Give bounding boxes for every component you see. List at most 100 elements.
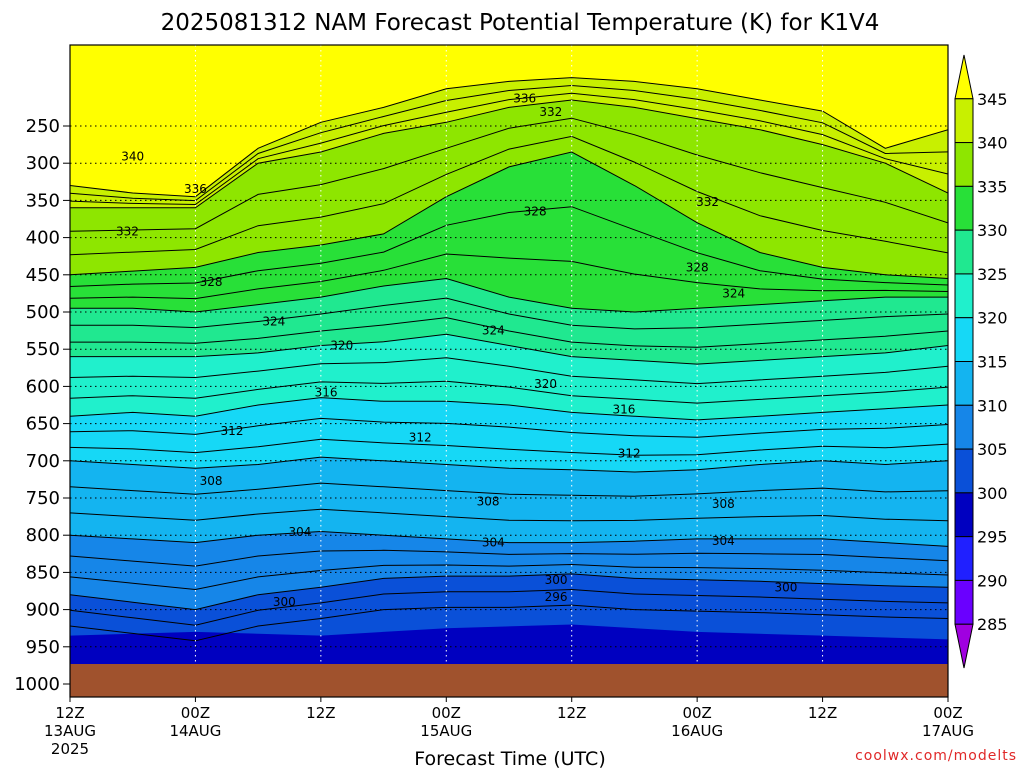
x-tick-label: 16AUG: [671, 722, 723, 740]
contour-label: 300: [545, 573, 568, 587]
contour-line: [70, 117, 948, 232]
colorbar-label: 345: [977, 90, 1008, 109]
contour-label: 304: [712, 534, 735, 548]
contour-label: 316: [315, 385, 338, 399]
plot-frame: [69, 44, 949, 698]
y-tick-label: 600: [26, 376, 60, 397]
colorbar: 345 340 335 330 325 320 315 310 305 300 295 290 285: [954, 54, 1008, 669]
x-tick-label: 15AUG: [420, 722, 472, 740]
y-tick-label: 450: [26, 265, 60, 286]
colorbar-label: 285: [977, 615, 1008, 634]
contour-label: 328: [200, 275, 223, 289]
contour-label: 336: [184, 182, 207, 196]
colorbar-swatch: [954, 98, 974, 144]
y-tick-label: 400: [26, 228, 60, 249]
colorbar-swatch: [954, 579, 974, 625]
contour-label: 308: [712, 497, 735, 511]
x-tick-label: 00Z: [933, 704, 962, 722]
x-tick-label: 00Z: [682, 704, 711, 722]
colorbar-label: 320: [977, 309, 1008, 328]
x-tick-label: 00Z: [432, 704, 461, 722]
contour-line: [70, 357, 948, 385]
colorbar-swatch: [954, 404, 974, 450]
contour-line: [70, 530, 948, 547]
contour-line: [70, 317, 948, 348]
colorbar-label: 330: [977, 221, 1008, 240]
contour-line: [70, 333, 948, 365]
contour-lines: [70, 77, 948, 642]
colorbar-swatch: [954, 361, 974, 406]
contour-label: 332: [696, 195, 719, 209]
contour-line: [70, 92, 948, 206]
colorbar-label: 325: [977, 265, 1008, 284]
terrain-ground: [70, 664, 948, 697]
x-tick-label: 12Z: [808, 704, 837, 722]
colorbar-label: 305: [977, 440, 1008, 459]
colorbar-label: 310: [977, 396, 1008, 415]
contour-label: 324: [482, 324, 505, 338]
y-tick-label: 900: [26, 600, 60, 621]
contour-label: 332: [116, 225, 139, 239]
contour-label: 328: [524, 205, 547, 219]
colorbar-swatch: [954, 229, 974, 275]
contour-label: 320: [330, 338, 353, 352]
y-tick-label: 550: [26, 339, 60, 360]
contour-line: [70, 84, 948, 202]
colorbar-cap: [954, 54, 974, 100]
x-tick-label: 13AUG: [44, 722, 96, 740]
contour-line: [70, 417, 948, 438]
contour-labels: 3363323403363283323323283283243243243203…: [116, 91, 797, 609]
contour-line: [70, 549, 948, 567]
y-tick-label: 1000: [14, 674, 60, 695]
y-tick-label: 800: [26, 525, 60, 546]
contour-line: [70, 573, 948, 611]
credit-text: coolwx.com/modelts: [855, 748, 1017, 764]
contour-label: 312: [409, 431, 432, 445]
x-tick-label: 12Z: [306, 704, 335, 722]
contour-line: [70, 277, 948, 313]
contour-line: [70, 397, 948, 421]
colorbar-swatch: [954, 536, 974, 581]
x-tick-label: 12Z: [557, 704, 586, 722]
y-tick-label: 850: [26, 562, 60, 583]
x-tick-label: 12Z: [55, 704, 84, 722]
contour-label: 328: [686, 260, 709, 274]
colorbar-swatch: [954, 142, 974, 187]
colorbar-label: 300: [977, 484, 1008, 503]
contour-line: [70, 588, 948, 626]
x-tick-label: 17AUG: [922, 722, 974, 740]
colorbar-swatch: [954, 317, 974, 363]
contour-label: 300: [273, 595, 296, 609]
contour-line: [70, 77, 948, 198]
colorbar-cap: [954, 623, 974, 669]
colorbar-label: 335: [977, 177, 1008, 196]
contour-label: 308: [477, 495, 500, 509]
contour-label: 332: [539, 105, 562, 119]
contour-label: 324: [722, 286, 745, 300]
contour-line: [70, 508, 948, 522]
contour-label: 316: [613, 402, 636, 416]
y-tick-label: 750: [26, 488, 60, 509]
contour-line: [70, 99, 948, 209]
y-tick-label: 250: [26, 116, 60, 137]
x-tick-label: 2025: [51, 740, 89, 758]
contour-label: 304: [482, 536, 505, 550]
contour-label: 312: [221, 424, 244, 438]
contour-label: 300: [775, 580, 798, 594]
contour-line: [70, 135, 948, 256]
x-tick-label: 14AUG: [169, 722, 221, 740]
contour-line: [70, 456, 948, 473]
y-tick-label: 650: [26, 414, 60, 435]
contour-label: 340: [121, 150, 144, 164]
y-axis: 250 300 350 400 450 500 550 600 650 700 750 800 850 9…: [14, 116, 70, 695]
colorbar-label: 295: [977, 528, 1008, 547]
contour-line: [70, 253, 948, 300]
contour-label: 336: [513, 91, 536, 105]
colorbar-label: 290: [977, 571, 1008, 590]
contour-label: 308: [200, 474, 223, 488]
contour-label: 304: [288, 525, 311, 539]
colorbar-label: 340: [977, 134, 1008, 153]
contour-label: 296: [545, 590, 568, 604]
contour-line: [70, 151, 948, 279]
